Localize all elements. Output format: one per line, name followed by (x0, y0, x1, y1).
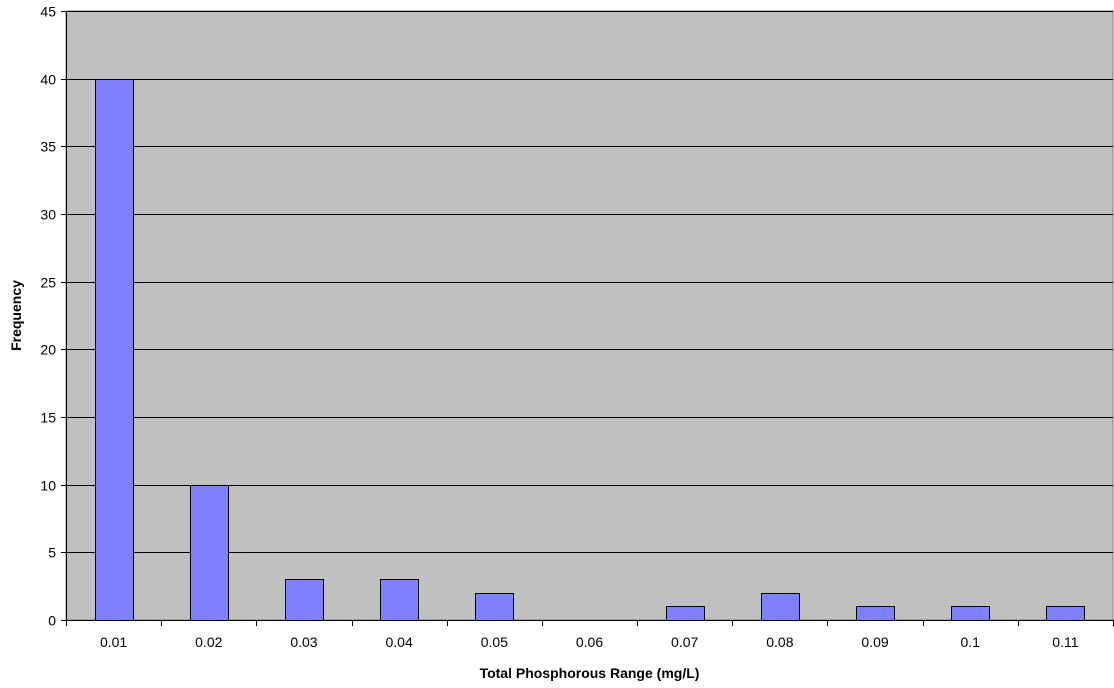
y-tick-label: 20 (40, 342, 56, 358)
bar-0.05 (475, 593, 514, 621)
y-tick-label: 30 (40, 207, 56, 223)
bar-0.09 (856, 606, 895, 621)
x-tick-label: 0.08 (766, 634, 793, 650)
bars (95, 79, 1085, 621)
bar-0.11 (1046, 606, 1085, 621)
y-tick-label: 0 (48, 613, 56, 629)
bar-0.1 (951, 606, 990, 621)
y-tick-label: 15 (40, 410, 56, 426)
x-tick-label: 0.11 (1052, 634, 1078, 650)
y-tick-label: 35 (40, 139, 56, 155)
x-tick-label: 0.02 (195, 634, 222, 650)
x-tick-label: 0.04 (386, 634, 413, 650)
x-axis-title: Total Phosphorous Range (mg/L) (480, 665, 700, 681)
gridlines (66, 11, 1113, 553)
bar-0.04 (380, 579, 419, 621)
x-tick-label: 0.03 (290, 634, 317, 650)
x-tick-label: 0.06 (576, 634, 603, 650)
plot-area (65, 10, 1114, 621)
y-tick-label: 5 (48, 545, 56, 561)
bar-0.02 (190, 485, 229, 621)
y-tick-label: 25 (40, 275, 56, 291)
x-tick-label: 0.05 (481, 634, 508, 650)
y-axis-title: Frequency (8, 280, 24, 351)
x-tick-label: 0.07 (671, 634, 698, 650)
x-tick-labels: 0.01 0.02 0.03 0.04 0.05 0.06 0.07 0.08 0.09 0.1 0… (100, 634, 1079, 650)
y-tick-label: 45 (40, 4, 56, 20)
bar-0.03 (285, 579, 324, 621)
y-tick-labels: 0 5 10 15 20 25 30 35 40 45 (40, 4, 56, 629)
bar-0.01 (95, 79, 134, 621)
bar-0.08 (761, 593, 800, 621)
y-tick-label: 10 (40, 478, 56, 494)
x-tick-label: 0.01 (100, 634, 127, 650)
x-tick-label: 0.09 (861, 634, 888, 650)
bar-0.07 (666, 606, 705, 621)
x-tick-label: 0.1 (960, 634, 980, 650)
y-tick-label: 40 (40, 72, 56, 88)
